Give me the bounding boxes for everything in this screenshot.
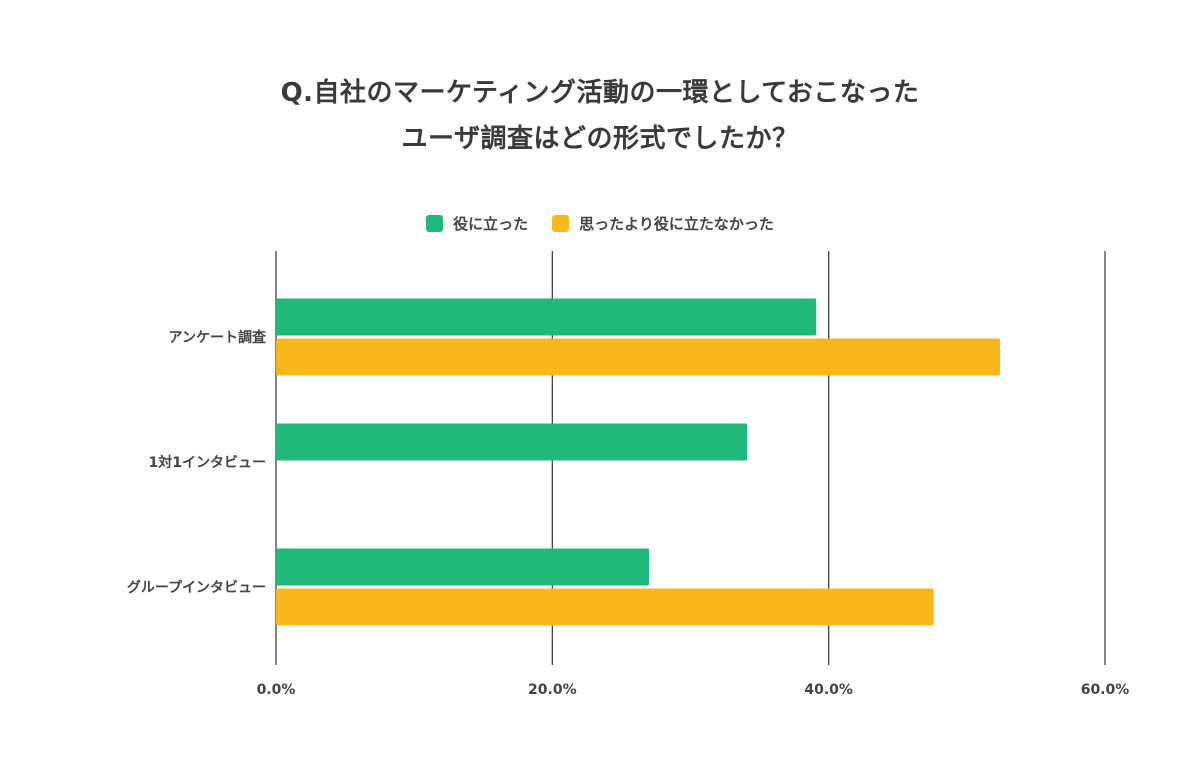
category-label-1: 1対1インタビュー: [149, 454, 266, 471]
bar-series-2-category-0: [276, 338, 1000, 376]
category-label-0: アンケート調査: [169, 329, 267, 346]
x-tick-label-2: 40.0%: [804, 682, 853, 698]
legend-label-series-1: 役に立った: [453, 215, 529, 233]
legend-label-series-2: 思ったより役に立たなかった: [579, 215, 774, 233]
bar-series-1-category-0: [276, 298, 817, 336]
bar-series-2-category-2: [276, 588, 934, 626]
chart-legend: 役に立った 思ったより役に立たなかった: [0, 213, 1200, 234]
legend-swatch-series-1: [426, 215, 444, 232]
bar-series-1-category-2: [276, 548, 650, 586]
legend-swatch-series-2: [552, 215, 570, 232]
bar-series-1-category-1: [276, 423, 748, 461]
x-tick-label-3: 60.0%: [1081, 682, 1130, 698]
legend-item-series-2[interactable]: 思ったより役に立たなかった: [552, 213, 774, 234]
chart-title-line-1: Q.自社のマーケティング活動の一環としておこなった: [280, 78, 920, 108]
chart-title-line-2: ユーザ調査はどの形式でしたか？: [401, 124, 799, 154]
category-label-2: グループインタビュー: [127, 579, 266, 596]
x-tick-label-0: 0.0%: [257, 682, 296, 698]
x-tick-label-1: 20.0%: [528, 682, 577, 698]
legend-item-series-1[interactable]: 役に立った: [426, 213, 528, 234]
